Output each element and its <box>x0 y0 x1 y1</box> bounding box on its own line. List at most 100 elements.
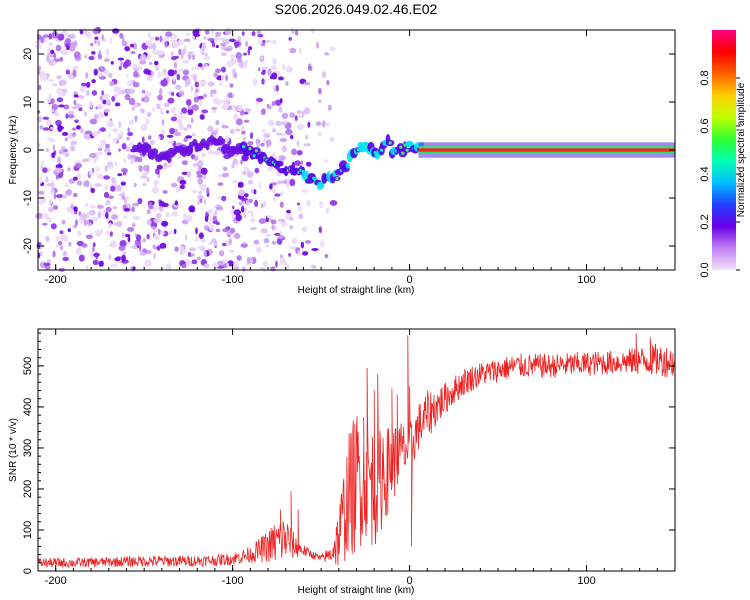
noise-blob <box>235 128 241 132</box>
noise-blob <box>250 226 257 231</box>
noise-blob <box>91 131 98 137</box>
noise-blob <box>191 259 198 265</box>
noise-blob <box>225 92 229 100</box>
noise-blob <box>217 260 224 266</box>
trace-core <box>388 141 392 145</box>
trace-blob <box>144 143 152 153</box>
noise-blob <box>124 93 131 101</box>
noise-blob <box>61 131 69 136</box>
noise-blob <box>279 201 284 208</box>
trace-blob <box>187 144 194 155</box>
noise-blob <box>222 98 229 105</box>
noise-blob <box>221 125 229 129</box>
noise-blob <box>70 208 75 215</box>
noise-blob <box>289 217 294 221</box>
noise-blob <box>132 202 140 207</box>
noise-blob <box>297 250 302 256</box>
noise-blob <box>145 40 153 47</box>
noise-blob <box>86 32 92 39</box>
noise-blob <box>221 195 227 202</box>
noise-blob <box>117 132 121 139</box>
noise-blob <box>175 187 181 193</box>
noise-blob <box>89 118 98 125</box>
noise-blob <box>185 214 193 222</box>
noise-blob <box>46 137 54 141</box>
noise-blob <box>285 129 293 135</box>
noise-blob <box>83 180 90 188</box>
noise-blob <box>195 227 198 235</box>
noise-blob <box>108 254 111 261</box>
noise-blob <box>62 250 68 257</box>
noise-blob <box>163 36 170 42</box>
noise-blob <box>279 192 285 196</box>
noise-blob <box>72 69 77 77</box>
noise-blob <box>197 177 203 185</box>
noise-blob <box>104 165 109 172</box>
noise-blob <box>241 130 246 135</box>
noise-blob <box>260 142 265 147</box>
noise-blob <box>79 86 86 93</box>
noise-blob <box>217 182 224 186</box>
noise-blob <box>271 187 276 194</box>
noise-blob <box>157 71 162 78</box>
noise-blob <box>166 262 171 269</box>
noise-blob <box>118 148 121 152</box>
noise-blob <box>58 104 65 108</box>
noise-blob <box>132 215 141 220</box>
noise-blob <box>132 42 138 50</box>
noise-blob <box>187 251 191 257</box>
noise-blob <box>114 221 117 227</box>
noise-blob <box>42 167 48 174</box>
y-tick-label: 20 <box>22 48 34 60</box>
noise-blob <box>265 233 272 237</box>
noise-blob <box>93 160 97 164</box>
noise-blob <box>127 88 135 95</box>
noise-blob <box>297 123 304 131</box>
noise-blob <box>261 71 266 75</box>
noise-blob <box>215 228 221 233</box>
noise-blob <box>281 63 285 71</box>
noise-blob <box>51 104 59 111</box>
trace-core <box>405 148 409 152</box>
x-tick-label: -100 <box>222 274 244 286</box>
noise-blob <box>236 255 242 261</box>
noise-blob <box>136 234 142 242</box>
noise-blob <box>50 126 54 130</box>
noise-blob <box>267 68 272 76</box>
noise-blob <box>111 176 116 184</box>
noise-blob <box>235 214 242 222</box>
noise-blob <box>204 55 211 61</box>
noise-blob <box>54 110 60 117</box>
noise-blob <box>156 50 164 56</box>
noise-blob <box>182 59 190 64</box>
noise-blob <box>56 194 64 199</box>
noise-blob <box>152 206 156 212</box>
noise-blob <box>165 211 170 218</box>
noise-blob <box>244 207 248 213</box>
noise-blob <box>73 51 81 59</box>
noise-blob <box>156 245 161 251</box>
trace-core <box>335 177 339 181</box>
noise-blob <box>174 69 177 75</box>
noise-blob <box>91 216 99 222</box>
noise-blob <box>276 132 282 136</box>
noise-blob <box>163 102 171 108</box>
noise-blob <box>250 213 254 218</box>
noise-blob <box>289 246 298 250</box>
noise-blob <box>253 239 260 245</box>
noise-blob <box>162 190 168 194</box>
colorbar-tick-label: 0.4 <box>699 166 711 181</box>
noise-blob <box>188 247 197 252</box>
noise-blob <box>224 47 232 52</box>
noise-blob <box>242 200 246 206</box>
noise-blob <box>260 228 268 234</box>
noise-blob <box>203 250 207 258</box>
noise-blob <box>175 84 182 91</box>
noise-blob <box>207 126 214 132</box>
noise-blob <box>266 39 271 43</box>
noise-blob <box>97 145 104 150</box>
noise-blob <box>104 201 111 206</box>
noise-blob <box>199 183 207 191</box>
noise-blob <box>171 106 176 114</box>
